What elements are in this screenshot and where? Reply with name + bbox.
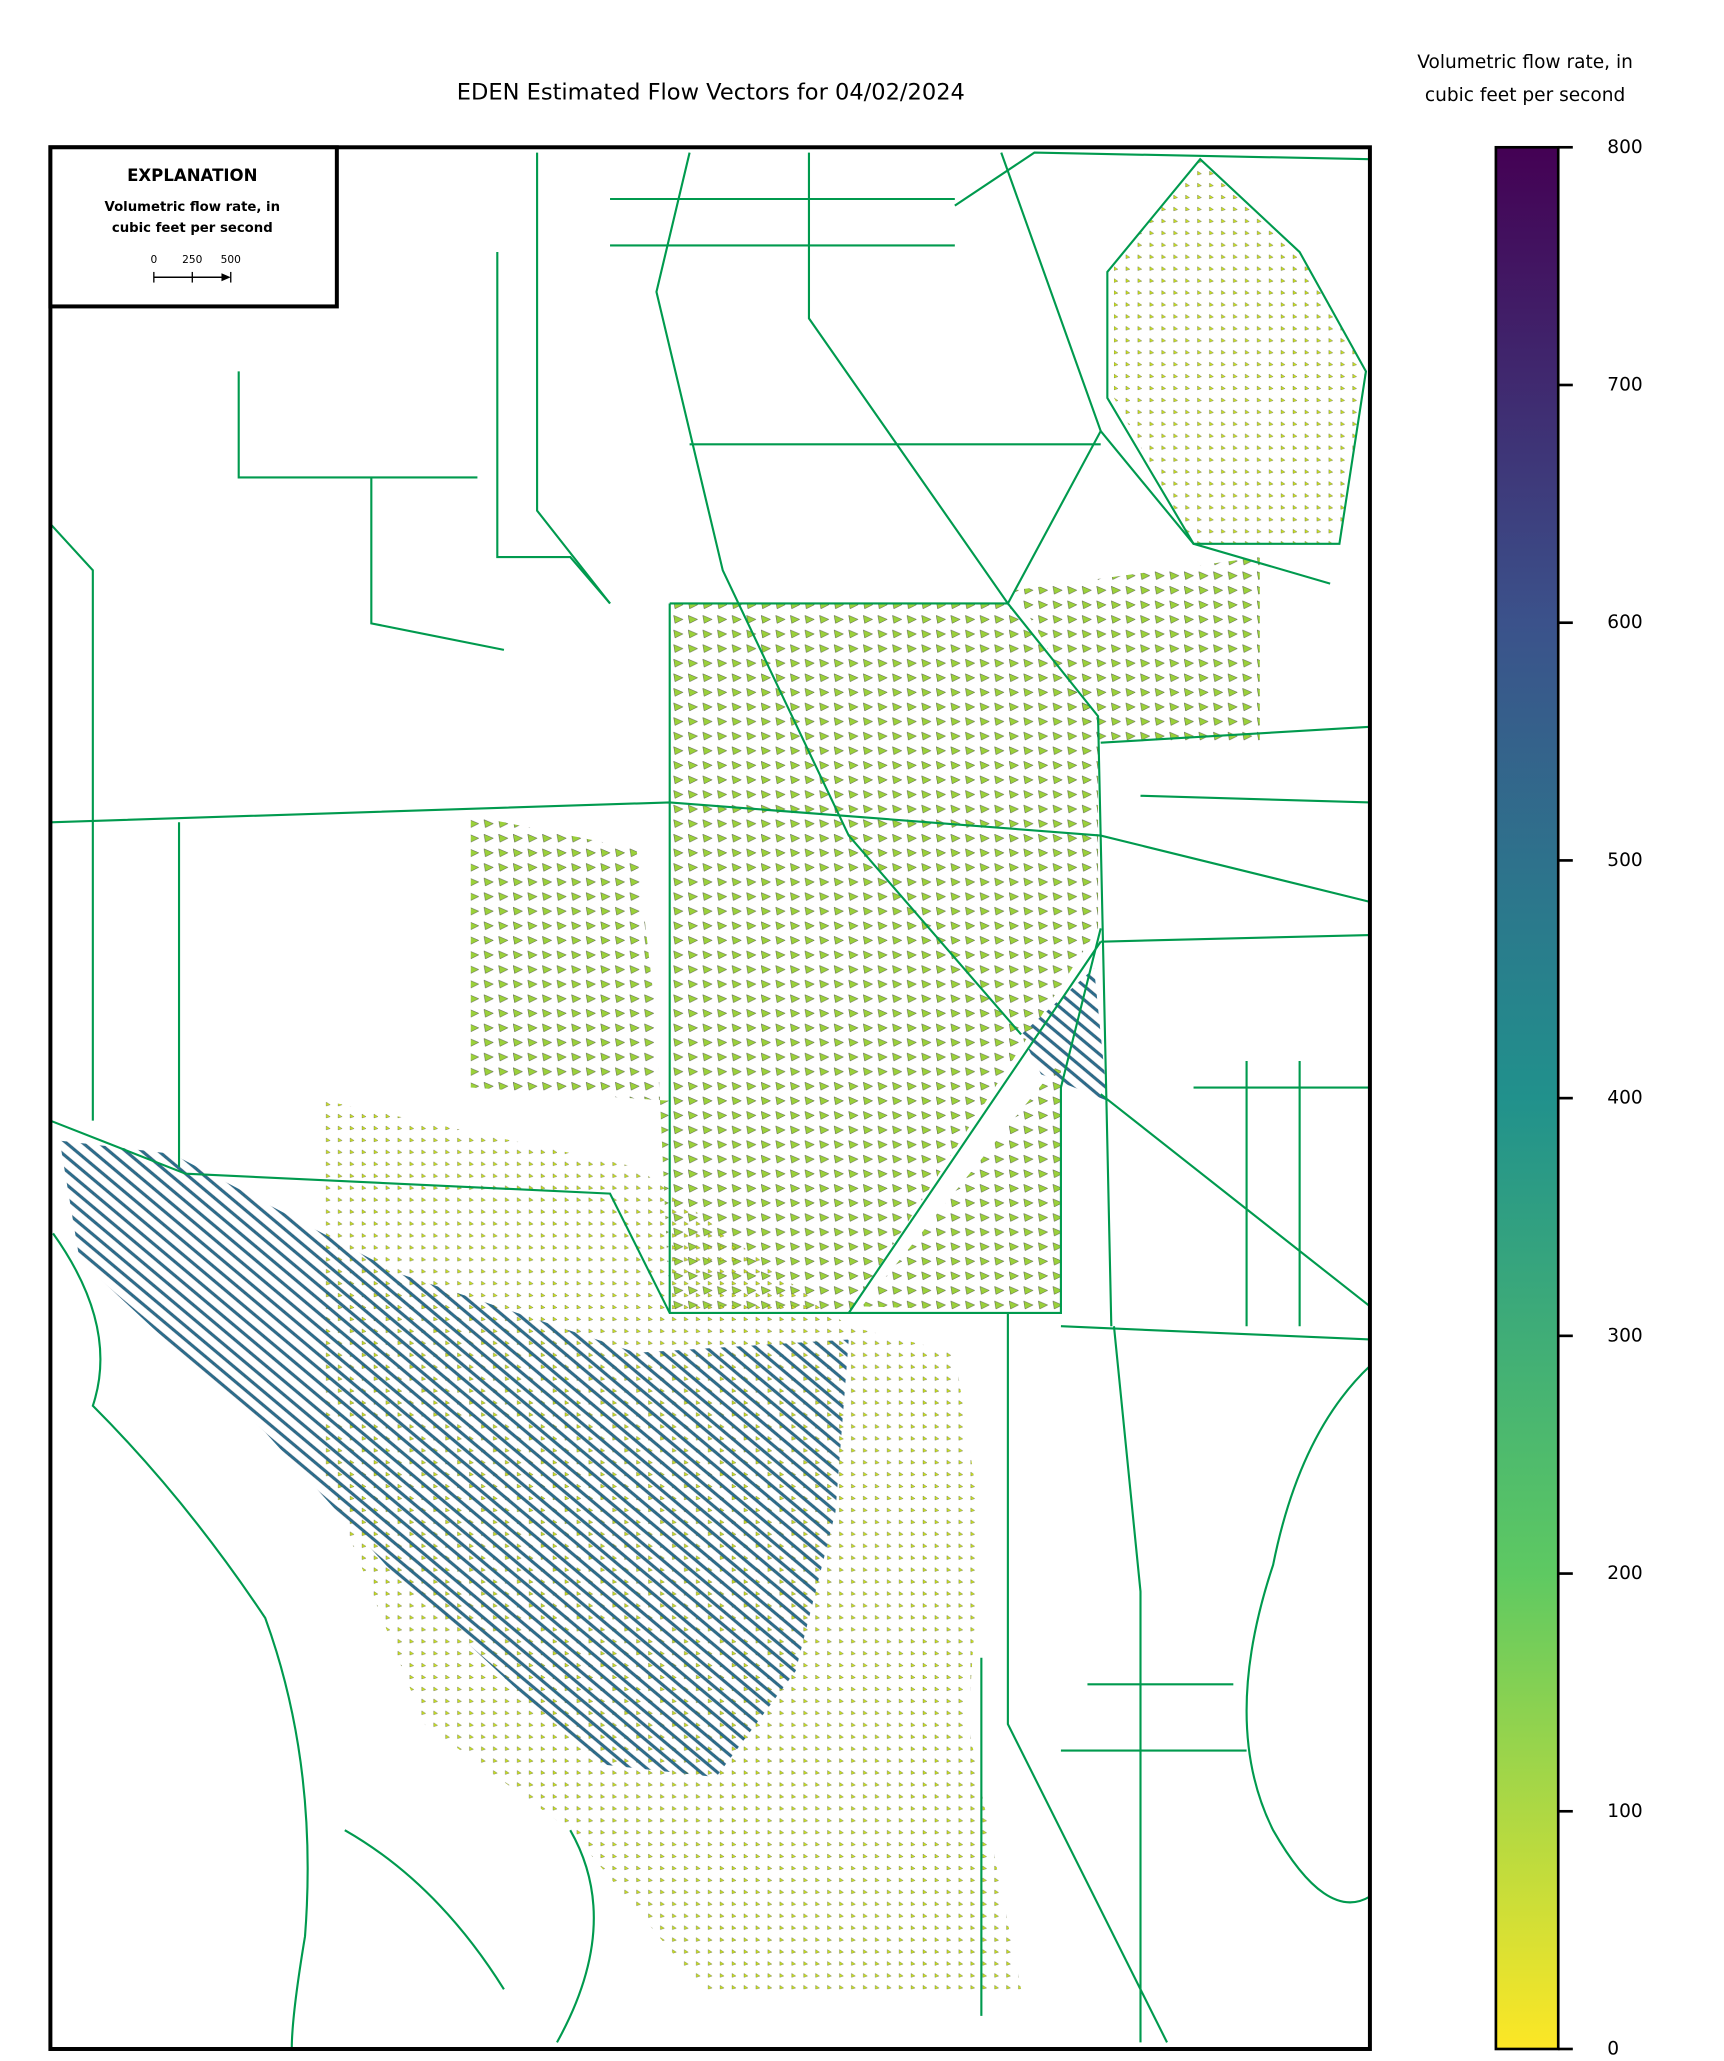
colorbar-tick-label: 700: [1607, 374, 1642, 395]
colorbar-tick-label: 600: [1607, 612, 1642, 633]
flow-field: [1021, 968, 1108, 1101]
colorbar-label: cubic feet per second: [1425, 85, 1625, 106]
colorbar-tick-label: 100: [1607, 1801, 1642, 1822]
colorbar-tick-label: 0: [1607, 2038, 1619, 2059]
colorbar-tick-label: 200: [1607, 1563, 1642, 1584]
colorbar-tick-label: 500: [1607, 850, 1642, 871]
flow-field: [1113, 159, 1366, 544]
map-frame: [48, 145, 1372, 2051]
map-title: EDEN Estimated Flow Vectors for 04/02/20…: [457, 79, 965, 105]
explanation-label: cubic feet per second: [112, 221, 273, 236]
scale-tick-label: 0: [150, 254, 157, 266]
explanation-label: Volumetric flow rate, in: [105, 200, 280, 215]
colorbar-tick-label: 400: [1607, 1088, 1642, 1109]
explanation-title: EXPLANATION: [127, 166, 257, 185]
flow-field: [1014, 557, 1260, 743]
explanation-box: EXPLANATION Volumetric flow rate, in cub…: [48, 145, 339, 309]
colorbar-label: Volumetric flow rate, in: [1417, 52, 1633, 73]
colorbar: Volumetric flow rate, in cubic feet per …: [1417, 52, 1642, 2060]
flow-field: [470, 603, 1099, 1313]
colorbar-tick-label: 800: [1607, 137, 1642, 158]
colorbar-scale: [1494, 145, 1560, 2051]
scale-tick-label: 500: [221, 254, 241, 266]
scale-head: [221, 273, 231, 282]
flow-field: [862, 1061, 1061, 1313]
colorbar-tick-label: 300: [1607, 1325, 1642, 1346]
scale-arrow: 0 250 500: [150, 254, 241, 283]
flow-field: [59, 1140, 849, 1778]
scale-tick-label: 250: [182, 254, 202, 266]
